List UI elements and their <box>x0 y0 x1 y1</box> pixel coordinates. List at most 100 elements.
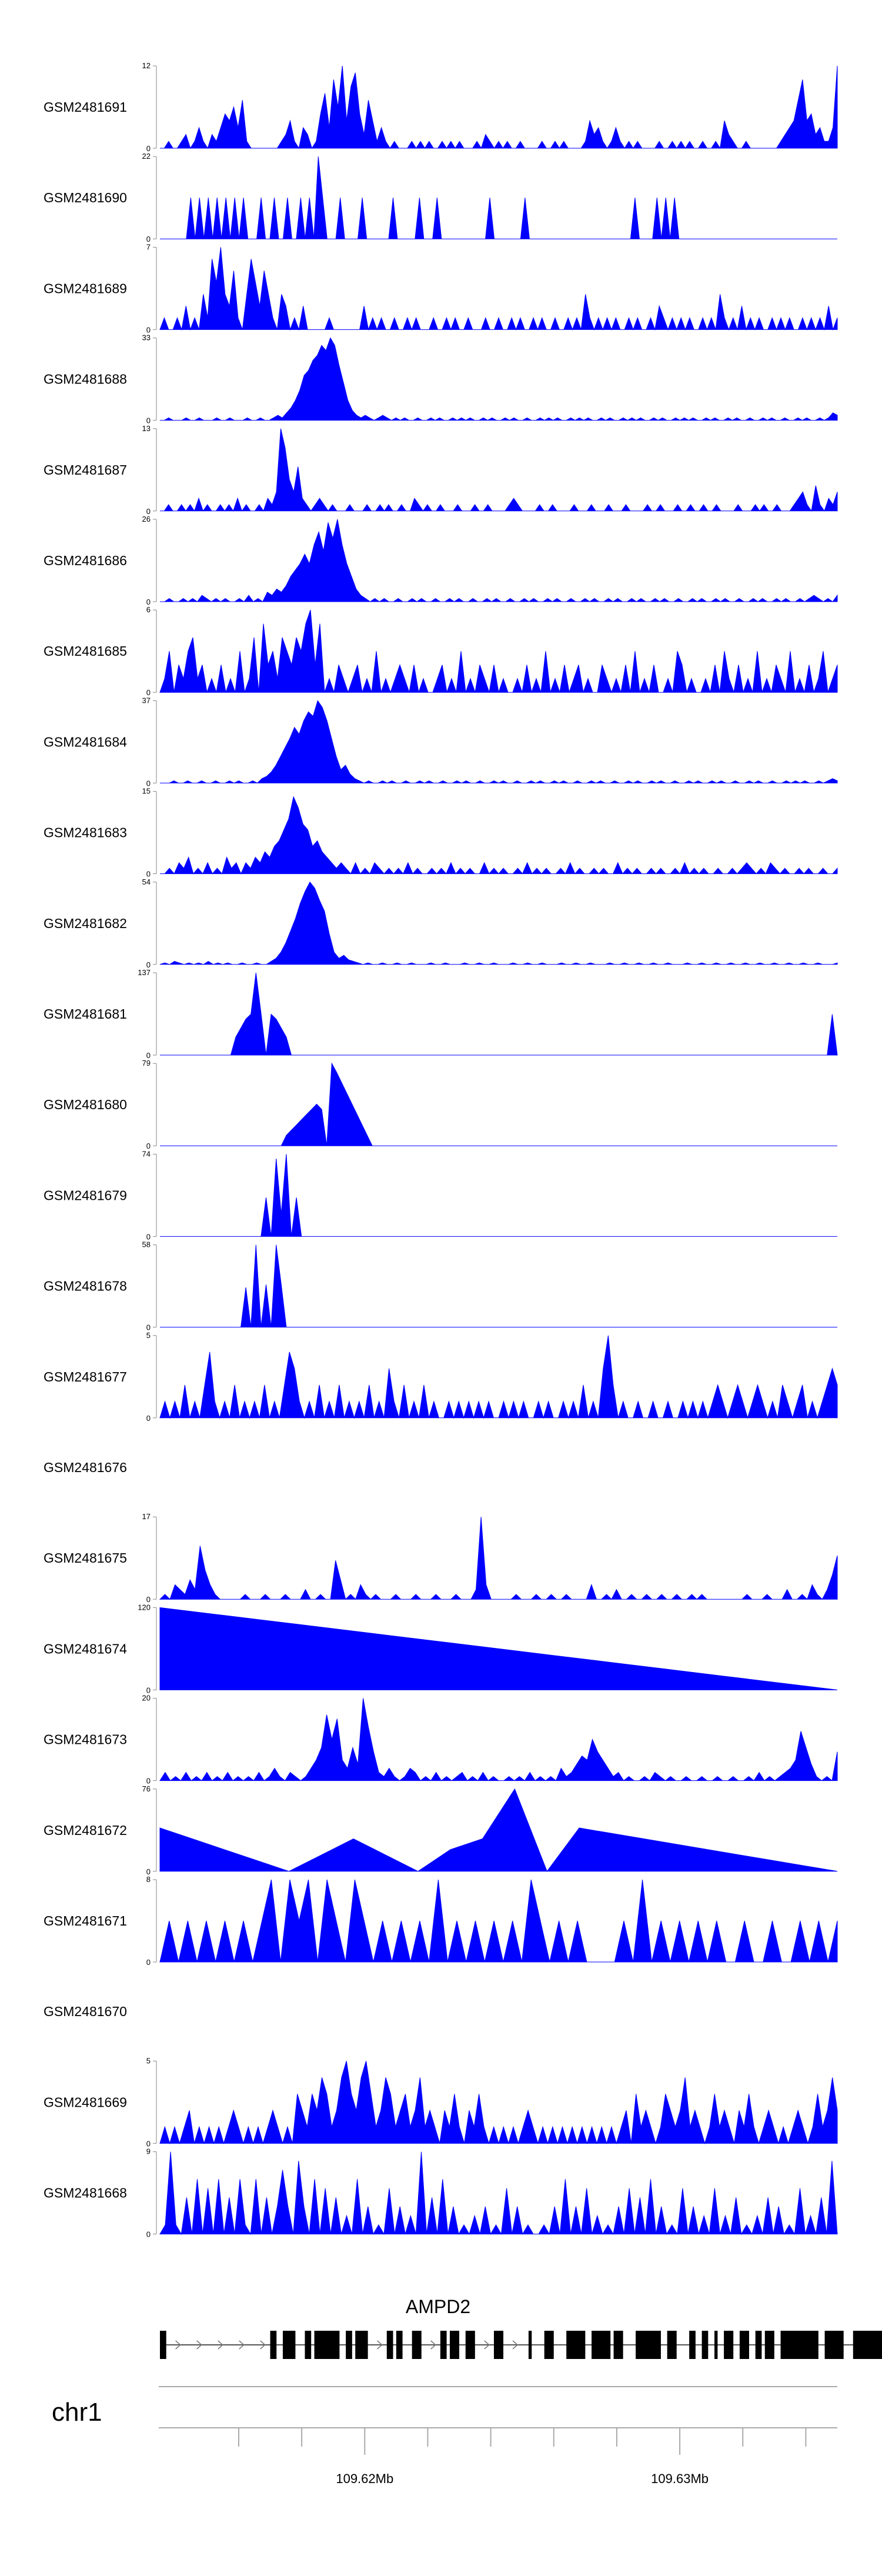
exon <box>739 2331 749 2359</box>
strand-arrow <box>430 2340 436 2350</box>
track-label: GSM2481668 <box>44 2185 127 2201</box>
y-max-label: 7 <box>146 242 151 251</box>
track-label: GSM2481680 <box>44 1097 127 1112</box>
exon <box>314 2331 340 2359</box>
exon <box>355 2331 368 2359</box>
exon <box>714 2331 718 2359</box>
y-max-label: 6 <box>146 605 151 614</box>
exon <box>824 2331 844 2359</box>
coverage-area <box>159 1335 838 1419</box>
coverage-area <box>160 1062 837 1146</box>
track-GSM2481670: GSM2481670 <box>44 2004 127 2019</box>
track-GSM2481679: GSM2481679 74 0 <box>44 1149 837 1241</box>
exon <box>270 2331 277 2359</box>
strand-arrow <box>377 2340 383 2350</box>
y-max-label: 76 <box>142 1784 151 1793</box>
y-min-label: 0 <box>146 870 151 879</box>
track-GSM2481668: GSM2481668 9 0 <box>44 2147 838 2239</box>
y-min-label: 0 <box>146 325 151 334</box>
track-GSM2481688: GSM2481688 33 0 <box>44 333 838 425</box>
coverage-area <box>160 519 838 602</box>
coverage-area <box>159 2151 838 2235</box>
y-min-label: 0 <box>146 1414 151 1423</box>
data-tracks: GSM2481691120GSM2481690220GSM248168970GS… <box>44 61 838 2239</box>
coverage-area <box>160 1154 837 1237</box>
coverage-area <box>160 65 838 149</box>
y-min-label: 0 <box>146 235 151 243</box>
track-GSM2481686: GSM2481686 26 0 <box>44 515 838 606</box>
y-max-label: 12 <box>142 61 151 70</box>
exon <box>689 2331 696 2359</box>
major-tick-label: 109.62Mb <box>336 2471 393 2486</box>
exon <box>465 2331 475 2359</box>
y-min-label: 0 <box>146 1051 151 1060</box>
exon <box>449 2331 460 2359</box>
exon <box>613 2331 623 2359</box>
track-label: GSM2481683 <box>44 825 127 840</box>
track-GSM2481685: GSM2481685 6 0 <box>44 605 838 697</box>
track-label: GSM2481687 <box>44 462 127 478</box>
exon <box>346 2331 352 2359</box>
exon <box>667 2331 677 2359</box>
y-max-label: 22 <box>142 152 151 161</box>
exon <box>412 2331 422 2359</box>
track-label: GSM2481686 <box>44 553 127 568</box>
track-GSM2481673: GSM2481673 20 0 <box>44 1694 838 1786</box>
y-max-label: 37 <box>142 696 151 705</box>
track-GSM2481675: GSM2481675 17 0 <box>44 1512 838 1604</box>
y-min-label: 0 <box>146 688 151 697</box>
strand-arrow <box>260 2340 266 2350</box>
track-label: GSM2481673 <box>44 1732 127 1747</box>
y-max-label: 20 <box>142 1694 151 1703</box>
y-max-label: 137 <box>138 968 151 977</box>
exon <box>160 2331 166 2359</box>
gene-body <box>160 2331 882 2359</box>
major-tick-label: 109.63Mb <box>651 2471 709 2486</box>
track-GSM2481672: GSM2481672 76 0 <box>44 1784 838 1876</box>
track-GSM2481676: GSM2481676 <box>44 1460 127 1475</box>
exon <box>440 2331 447 2359</box>
track-GSM2481684: GSM2481684 37 0 <box>44 696 838 788</box>
track-GSM2481671: GSM2481671 8 0 <box>44 1875 838 1967</box>
track-label: GSM2481676 <box>44 1460 127 1475</box>
exon <box>636 2331 661 2359</box>
track-label: GSM2481669 <box>44 2094 127 2110</box>
track-GSM2481683: GSM2481683 15 0 <box>44 787 838 879</box>
genome-axis-track: chr1 109.62Mb 109.63Mb <box>52 2386 837 2486</box>
y-min-label: 0 <box>146 1232 151 1241</box>
exon <box>544 2331 554 2359</box>
track-label: GSM2481672 <box>44 1823 127 1838</box>
coverage-area <box>159 1788 838 1872</box>
y-min-label: 0 <box>146 1867 151 1876</box>
coverage-area <box>159 1698 838 1781</box>
track-label: GSM2481689 <box>44 281 127 296</box>
coverage-area <box>160 700 838 784</box>
track-label: GSM2481690 <box>44 190 127 205</box>
coverage-area <box>159 881 838 965</box>
y-max-label: 79 <box>142 1059 151 1067</box>
y-max-label: 8 <box>146 1875 151 1884</box>
gene-model-track: AMPD2 <box>160 2296 882 2359</box>
y-max-label: 5 <box>146 1331 151 1340</box>
strand-arrow <box>512 2340 519 2350</box>
track-label: GSM2481684 <box>44 734 127 749</box>
y-min-label: 0 <box>146 2230 151 2239</box>
track-label: GSM2481681 <box>44 1006 127 1022</box>
coverage-area <box>160 796 838 875</box>
track-GSM2481680: GSM2481680 79 0 <box>44 1059 837 1150</box>
y-max-label: 58 <box>142 1240 151 1249</box>
exon <box>282 2331 296 2359</box>
y-min-label: 0 <box>146 1142 151 1150</box>
y-max-label: 54 <box>142 877 151 886</box>
y-min-label: 0 <box>146 960 151 969</box>
axis-ticks: 109.62Mb 109.63Mb <box>238 2428 807 2486</box>
track-label: GSM2481679 <box>44 1187 127 1203</box>
exon <box>528 2331 532 2359</box>
y-max-label: 13 <box>142 424 151 433</box>
track-label: GSM2481678 <box>44 1279 127 1294</box>
chromosome-label: chr1 <box>52 2398 102 2427</box>
exon <box>755 2331 762 2359</box>
coverage-area <box>160 156 837 239</box>
coverage-area <box>159 1607 838 1690</box>
track-GSM2481674: GSM2481674 120 0 <box>44 1603 838 1694</box>
